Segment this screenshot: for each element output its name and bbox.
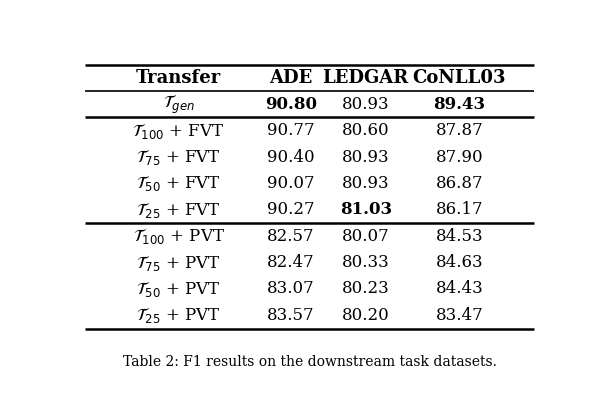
Text: $\mathcal{T}_{50}$ + PVT: $\mathcal{T}_{50}$ + PVT	[137, 279, 220, 299]
Text: 80.20: 80.20	[342, 307, 390, 324]
Text: LEDGAR: LEDGAR	[323, 69, 409, 87]
Text: 84.63: 84.63	[435, 254, 483, 271]
Text: Transfer: Transfer	[136, 69, 221, 87]
Text: 84.53: 84.53	[435, 228, 483, 245]
Text: $\mathcal{T}_{25}$ + PVT: $\mathcal{T}_{25}$ + PVT	[137, 306, 220, 325]
Text: ADE: ADE	[269, 69, 312, 87]
Text: 80.93: 80.93	[342, 175, 390, 192]
Text: 90.77: 90.77	[267, 122, 315, 139]
Text: 80.23: 80.23	[342, 280, 390, 298]
Text: 81.03: 81.03	[339, 201, 392, 218]
Text: 86.17: 86.17	[435, 201, 483, 218]
Text: 86.87: 86.87	[435, 175, 483, 192]
Text: Table 2: F1 results on the downstream task datasets.: Table 2: F1 results on the downstream ta…	[123, 355, 496, 370]
Text: 90.27: 90.27	[267, 201, 315, 218]
Text: $\mathcal{T}_{25}$ + FVT: $\mathcal{T}_{25}$ + FVT	[136, 200, 221, 220]
Text: 80.60: 80.60	[342, 122, 390, 139]
Text: $\mathcal{T}_{100}$ + PVT: $\mathcal{T}_{100}$ + PVT	[132, 226, 225, 246]
Text: 83.07: 83.07	[267, 280, 315, 298]
Text: 80.33: 80.33	[342, 254, 390, 271]
Text: $\mathcal{T}_{75}$ + FVT: $\mathcal{T}_{75}$ + FVT	[136, 147, 221, 167]
Text: 83.47: 83.47	[435, 307, 483, 324]
Text: 90.40: 90.40	[267, 148, 315, 166]
Text: $\mathcal{T}_{50}$ + FVT: $\mathcal{T}_{50}$ + FVT	[136, 173, 221, 194]
Text: 89.43: 89.43	[433, 96, 486, 113]
Text: 90.80: 90.80	[265, 96, 317, 113]
Text: 80.07: 80.07	[342, 228, 390, 245]
Text: 87.90: 87.90	[435, 148, 483, 166]
Text: 82.47: 82.47	[267, 254, 315, 271]
Text: 83.57: 83.57	[267, 307, 315, 324]
Text: $\mathcal{T}_{gen}$: $\mathcal{T}_{gen}$	[162, 93, 194, 116]
Text: CoNLL03: CoNLL03	[413, 69, 506, 87]
Text: 84.43: 84.43	[435, 280, 483, 298]
Text: $\mathcal{T}_{75}$ + PVT: $\mathcal{T}_{75}$ + PVT	[137, 252, 220, 273]
Text: 82.57: 82.57	[267, 228, 315, 245]
Text: 80.93: 80.93	[342, 96, 390, 113]
Text: 90.07: 90.07	[267, 175, 315, 192]
Text: 87.87: 87.87	[435, 122, 483, 139]
Text: $\mathcal{T}_{100}$ + FVT: $\mathcal{T}_{100}$ + FVT	[132, 121, 225, 140]
Text: 80.93: 80.93	[342, 148, 390, 166]
